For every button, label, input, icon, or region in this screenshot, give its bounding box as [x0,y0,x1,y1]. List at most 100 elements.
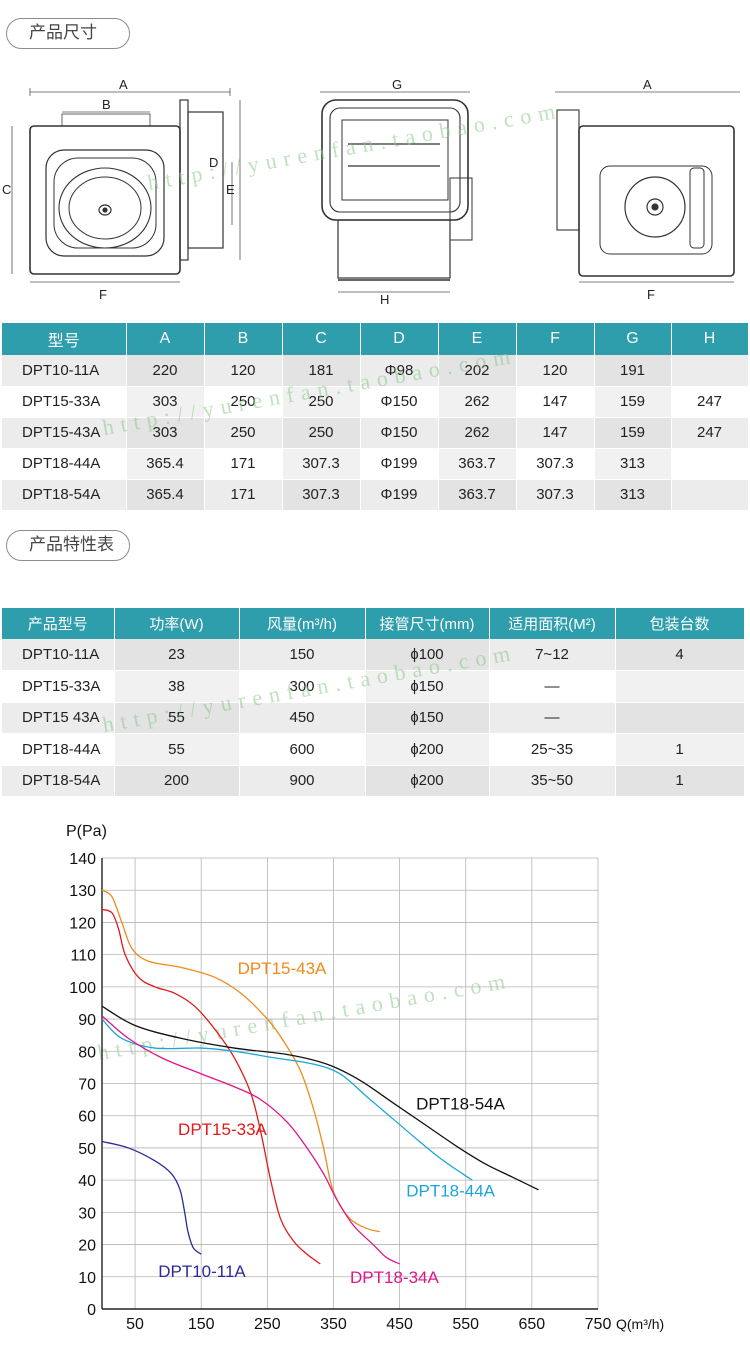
cell-airflow: 300 [239,670,366,703]
y-tick-label: 120 [69,915,96,932]
y-tick-label: 50 [78,1141,96,1158]
side-view-drawing [320,91,473,293]
table-row: DPT18-54A 365.4 171 307.3 Φ199 363.7 307… [2,479,749,511]
x-tick-label: 450 [386,1316,413,1333]
series-label-dpt15-43a: DPT15-43A [238,959,327,978]
col-header-d: D [360,323,439,355]
cell-b: 250 [204,417,283,449]
cell-model: DPT18-54A [2,765,115,797]
label-h-side: H [380,292,389,307]
cell-area: 7~12 [489,639,616,671]
table-row: DPT10-11A 23 150 ɸ100 7~12 4 [2,639,745,671]
label-f-back: F [647,287,655,302]
cell-qty: 1 [615,733,745,766]
col-header-package-qty: 包装台数 [615,608,745,639]
cell-area: 35~50 [489,765,616,797]
cell-qty [615,670,745,703]
table-row: DPT18-54A 200 900 ɸ200 35~50 1 [2,765,745,797]
x-tick-label: 250 [254,1316,281,1333]
col-header-product-model: 产品型号 [2,608,115,639]
cell-f: 147 [516,417,595,449]
cell-f: 307.3 [516,479,595,511]
cell-e: 262 [438,417,517,449]
y-tick-label: 10 [78,1270,96,1287]
x-tick-label: 550 [452,1316,479,1333]
table-row: DPT18-44A 365.4 171 307.3 Φ199 363.7 307… [2,448,749,480]
y-tick-label: 110 [70,948,96,965]
cell-airflow: 450 [239,702,366,734]
y-tick-label: 60 [78,1109,96,1126]
section-title-size: 产品尺寸 [6,18,130,49]
section-title-properties: 产品特性表 [6,530,130,561]
dimension-table-header: 型号 A B C D E F G H [2,323,749,355]
label-f-front: F [99,287,107,302]
cell-g: 159 [594,417,672,449]
x-tick-label: 750 [585,1316,612,1333]
front-view-drawing [11,88,241,283]
y-tick-label: 70 [78,1077,96,1094]
cell-power: 55 [114,702,240,734]
cell-c: 181 [282,355,361,387]
cell-c: 307.3 [282,479,361,511]
label-b-front: B [102,97,111,112]
series-line-dpt18-54a [101,1005,539,1191]
y-axis-label: P(Pa) [66,823,107,840]
label-d-front: D [209,155,218,170]
cell-b: 250 [204,386,283,418]
series-label-dpt18-44a: DPT18-44A [406,1181,495,1200]
x-axis-label: Q(m³/h) [616,1316,664,1332]
cell-b: 171 [204,448,283,480]
y-tick-label: 130 [69,883,96,900]
cell-c: 250 [282,386,361,418]
cell-b: 171 [204,479,283,511]
y-tick-label: 80 [78,1044,96,1061]
cell-a: 303 [126,417,205,449]
label-g-side: G [392,77,402,92]
cell-h: 247 [671,386,749,418]
col-header-airflow: 风量(m³/h) [239,608,366,639]
cell-a: 220 [126,355,205,387]
cell-g: 159 [594,386,672,418]
dimension-drawings: A B C D E F G H A F [2,77,740,307]
cell-model: DPT10-11A [2,639,115,671]
cell-h: 247 [671,417,749,449]
cell-area: 25~35 [489,733,616,766]
table-row: DPT18-44A 55 600 ɸ200 25~35 1 [2,733,745,766]
cell-f: 120 [516,355,595,387]
cell-power: 55 [114,733,240,766]
x-tick-label: 150 [188,1316,215,1333]
property-table: 产品型号 功率(W) 风量(m³/h) 接管尺寸(mm) 适用面积(M²) 包装… [2,608,745,797]
cell-qty: 1 [615,765,745,797]
cell-g: 313 [594,448,672,480]
cell-airflow: 600 [239,733,366,766]
back-view-drawing [555,91,740,283]
cell-d: Φ150 [360,417,439,449]
cell-c: 307.3 [282,448,361,480]
label-a-front: A [119,77,128,92]
cell-g: 313 [594,479,672,511]
table-row: DPT15 43A 55 450 ɸ150 — [2,702,745,734]
cell-qty [615,702,745,734]
table-row: DPT15-33A 303 250 250 Φ150 262 147 159 2… [2,386,749,418]
col-header-area: 适用面积(M²) [489,608,616,639]
cell-b: 120 [204,355,283,387]
cell-area: — [489,670,616,703]
cell-e: 363.7 [438,448,517,480]
cell-f: 147 [516,386,595,418]
cell-pipe: ɸ150 [365,702,490,734]
cell-d: Φ199 [360,448,439,480]
cell-model: DPT18-54A [2,479,127,511]
cell-power: 200 [114,765,240,797]
performance-chart: 0 10 20 30 40 50 60 70 80 90 100 110 120 130 140 50 150 2… [66,823,664,1333]
y-tick-label: 20 [78,1238,96,1255]
cell-pipe: ɸ150 [365,670,490,703]
y-tick-label: 30 [78,1205,96,1222]
label-c-front: C [2,182,11,197]
series-line-dpt18-44a [101,1018,473,1181]
cell-a: 365.4 [126,448,205,480]
y-tick-label: 140 [69,851,96,868]
col-header-e: E [438,323,517,355]
cell-area: — [489,702,616,734]
col-header-pipe-size: 接管尺寸(mm) [365,608,490,639]
table-row: DPT15-43A 303 250 250 Φ150 262 147 159 2… [2,417,749,449]
